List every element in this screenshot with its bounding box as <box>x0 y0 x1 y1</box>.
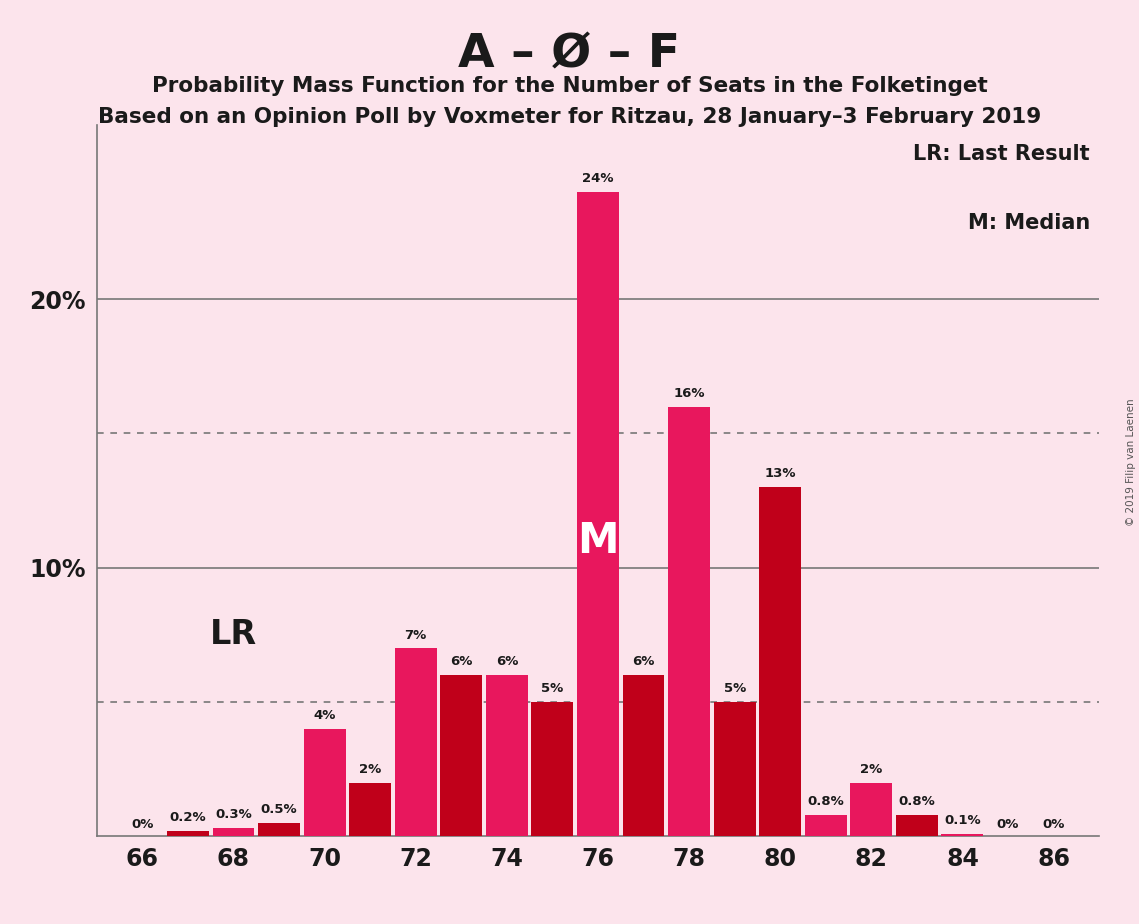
Text: M: M <box>577 520 618 562</box>
Text: 0.8%: 0.8% <box>899 795 935 808</box>
Bar <box>350 783 391 836</box>
Text: Based on an Opinion Poll by Voxmeter for Ritzau, 28 January–3 February 2019: Based on an Opinion Poll by Voxmeter for… <box>98 107 1041 128</box>
Bar <box>896 815 937 836</box>
Text: 6%: 6% <box>495 655 518 668</box>
Bar <box>714 702 755 836</box>
Text: 5%: 5% <box>541 682 564 695</box>
Text: A – Ø – F: A – Ø – F <box>458 32 681 78</box>
Text: 5%: 5% <box>723 682 746 695</box>
Text: © 2019 Filip van Laenen: © 2019 Filip van Laenen <box>1126 398 1136 526</box>
Text: 4%: 4% <box>313 709 336 723</box>
Text: 0%: 0% <box>997 819 1019 832</box>
Bar <box>942 833 983 836</box>
Text: 16%: 16% <box>673 387 705 400</box>
Bar <box>805 815 846 836</box>
Text: M: Median: M: Median <box>968 213 1090 234</box>
Text: 2%: 2% <box>860 763 883 776</box>
Text: 13%: 13% <box>764 468 796 480</box>
Text: 0.5%: 0.5% <box>261 803 297 816</box>
Text: 0.2%: 0.2% <box>170 811 206 824</box>
Bar <box>441 675 482 836</box>
Bar <box>532 702 573 836</box>
Text: 7%: 7% <box>404 628 427 641</box>
Text: 6%: 6% <box>632 655 655 668</box>
Text: 0.1%: 0.1% <box>944 814 981 827</box>
Bar <box>213 828 254 836</box>
Text: 0.3%: 0.3% <box>215 808 252 821</box>
Bar <box>669 407 710 836</box>
Text: 6%: 6% <box>450 655 473 668</box>
Bar <box>760 487 801 836</box>
Bar <box>851 783 892 836</box>
Text: LR: LR <box>210 618 257 651</box>
Bar <box>259 822 300 836</box>
Bar <box>623 675 664 836</box>
Text: 0%: 0% <box>131 819 154 832</box>
Text: 0%: 0% <box>1042 819 1065 832</box>
Text: 24%: 24% <box>582 172 614 185</box>
Bar <box>577 192 618 836</box>
Bar <box>304 729 345 836</box>
Bar <box>167 831 208 836</box>
Text: Probability Mass Function for the Number of Seats in the Folketinget: Probability Mass Function for the Number… <box>151 76 988 96</box>
Text: LR: Last Result: LR: Last Result <box>913 143 1090 164</box>
Text: 0.8%: 0.8% <box>808 795 844 808</box>
Text: 2%: 2% <box>359 763 382 776</box>
Bar <box>395 649 436 836</box>
Bar <box>486 675 527 836</box>
